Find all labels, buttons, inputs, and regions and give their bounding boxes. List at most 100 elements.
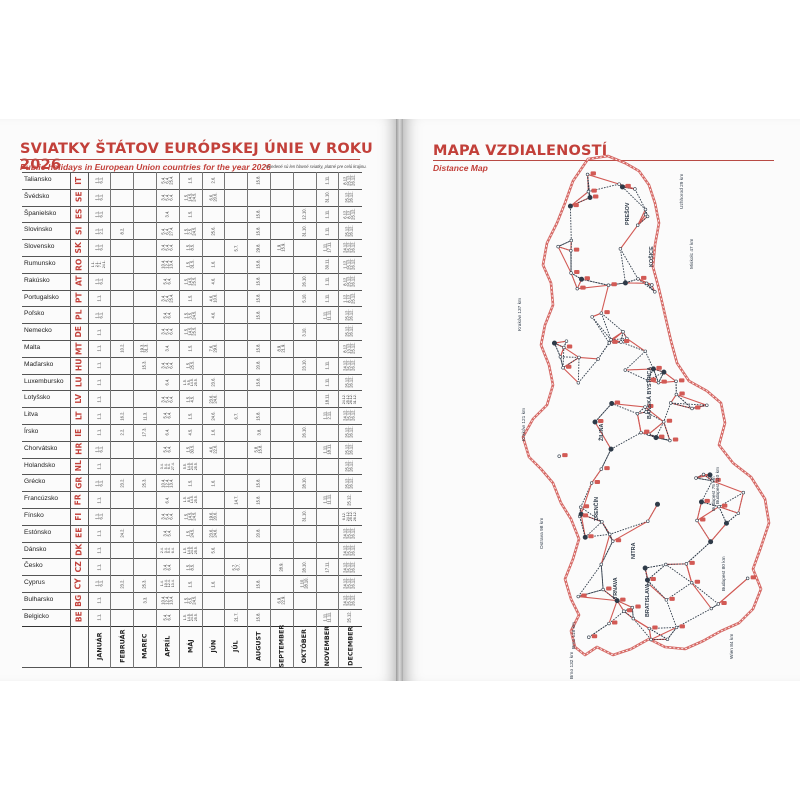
town-dot bbox=[592, 419, 598, 425]
country-code-cell: AT bbox=[70, 273, 88, 290]
holiday-dates-cell: 1.5. 14.5. 25.5. bbox=[179, 323, 202, 340]
holiday-dates: 2.2. bbox=[119, 428, 125, 436]
holiday-dates: 15.8. bbox=[255, 579, 261, 589]
road bbox=[703, 474, 713, 482]
road bbox=[667, 627, 677, 640]
town-dot bbox=[607, 341, 611, 345]
holiday-dates: 3.8. bbox=[255, 428, 261, 436]
town-dot bbox=[585, 172, 590, 177]
month-header-cell: MÁJ bbox=[179, 628, 202, 666]
road bbox=[562, 367, 579, 384]
road bbox=[581, 278, 609, 286]
country-name: Cyprus bbox=[24, 579, 45, 587]
holiday-dates-cell: 1.5. bbox=[179, 575, 202, 592]
holiday-dates-cell: 1.1. bbox=[88, 290, 111, 307]
holiday-dates-cell: 1.5. 14.5. 24.5. 25.5. bbox=[179, 609, 202, 626]
road bbox=[647, 504, 658, 522]
holiday-dates: 25.12. 26.12. bbox=[345, 477, 355, 489]
country-code: BG bbox=[74, 594, 84, 607]
holiday-dates: 1.1. 6.1. bbox=[94, 277, 104, 285]
holiday-dates: 1.11. bbox=[324, 276, 330, 286]
holiday-dates-cell: 1.5. 8.5. bbox=[179, 239, 202, 256]
title-rule bbox=[20, 159, 360, 160]
holiday-dates-cell: 6.12. 8.12. 25.12. bbox=[339, 206, 362, 223]
country-border-inner bbox=[522, 155, 770, 656]
road bbox=[597, 339, 612, 360]
holiday-dates: 1.11. 18.11. bbox=[322, 443, 332, 455]
town-dot bbox=[639, 430, 643, 435]
country-code: DE bbox=[74, 325, 84, 338]
holiday-dates-cell: 16.2. bbox=[111, 407, 134, 424]
town-dot bbox=[643, 349, 648, 353]
holiday-dates: 1.1. bbox=[96, 546, 102, 554]
country-name: Grécko bbox=[24, 478, 46, 486]
table-row-line bbox=[22, 541, 362, 543]
holiday-dates: 1.11. 17.11. bbox=[322, 242, 332, 254]
country-code-cell: FI bbox=[70, 508, 88, 525]
holiday-dates-cell: 1.1. 6.1. bbox=[88, 189, 111, 206]
town-dot bbox=[636, 277, 640, 281]
holiday-dates: 23.2. bbox=[119, 478, 125, 488]
town-dot bbox=[607, 621, 611, 626]
holiday-dates-cell: 1.5. 14.5. 24.5. bbox=[179, 508, 202, 525]
holiday-dates: 5.7. 6.7. bbox=[231, 563, 241, 571]
road bbox=[591, 468, 602, 484]
holiday-dates-cell: 1.5. bbox=[179, 474, 202, 491]
town-dot bbox=[695, 518, 699, 523]
town-dot bbox=[599, 562, 603, 567]
town-dot bbox=[576, 594, 580, 599]
holiday-dates-cell: 15.8. bbox=[248, 374, 271, 391]
country-name: Holandsko bbox=[24, 461, 56, 469]
holiday-dates: 8.12. 25.12. 26.12. bbox=[343, 275, 357, 287]
holiday-dates: 20.8. bbox=[255, 528, 261, 538]
country-code: PT bbox=[74, 292, 84, 304]
city-label-trnava: TRNAVA bbox=[613, 577, 619, 599]
distance-badge bbox=[593, 194, 599, 199]
holiday-dates: 1.1. 6.1. bbox=[94, 512, 104, 520]
country-code-cell: SK bbox=[70, 239, 88, 256]
holiday-dates: 25.3. bbox=[141, 478, 147, 488]
distance-badge bbox=[656, 365, 662, 370]
town-dot bbox=[701, 472, 706, 477]
distance-badge bbox=[672, 437, 679, 442]
holiday-dates-cell: 15.8. bbox=[248, 491, 271, 508]
holiday-dates-cell: 5.4. 6.4. bbox=[156, 441, 179, 458]
holiday-dates: 1.11. bbox=[324, 360, 330, 370]
holiday-dates-cell: 23.10. bbox=[293, 357, 316, 374]
holiday-dates-cell: 3.4. 5.4. 6.4. bbox=[156, 357, 179, 374]
road bbox=[696, 520, 712, 543]
road bbox=[581, 278, 609, 286]
table-row-line bbox=[22, 256, 362, 257]
road bbox=[670, 402, 693, 409]
holiday-dates-cell: 6.9. 22.9. bbox=[270, 592, 293, 609]
distance-badge bbox=[604, 310, 610, 315]
holiday-dates: 3.4. 5.4. 6.4. bbox=[160, 361, 174, 369]
holiday-dates: 14.7. bbox=[233, 495, 239, 505]
holiday-dates-cell: 17.3. bbox=[134, 424, 157, 441]
holiday-dates: 1.5. bbox=[187, 210, 193, 218]
distance-badge bbox=[566, 344, 573, 349]
border-distance-label: Uzhhorod 29 km bbox=[679, 174, 685, 209]
distance-badge bbox=[612, 620, 618, 625]
distance-badge bbox=[666, 418, 673, 423]
road bbox=[611, 403, 638, 415]
holiday-dates-cell: 6.4. bbox=[156, 374, 179, 391]
holiday-dates-cell: 1.11. 11.11. bbox=[316, 306, 339, 323]
holiday-dates: 8.12. 25.12. 26.12. bbox=[343, 174, 357, 187]
road bbox=[676, 394, 693, 409]
holiday-dates-cell: 1.1. bbox=[88, 340, 111, 357]
holiday-dates: 25.12. 26.12. bbox=[345, 460, 355, 472]
holiday-dates-cell: 3.4. bbox=[156, 340, 179, 357]
holiday-dates-cell: 26.10. bbox=[293, 424, 316, 441]
month-header: MAREC bbox=[140, 633, 149, 660]
town-dot bbox=[623, 368, 627, 372]
road bbox=[647, 579, 667, 601]
road bbox=[636, 413, 642, 433]
town-dot bbox=[650, 283, 654, 287]
holiday-dates: 17.11. bbox=[324, 561, 330, 573]
country-code-cell: IE bbox=[70, 424, 88, 441]
holiday-dates-cell: 5.5. 14.5. 24.5. 25.5. bbox=[179, 458, 202, 475]
holiday-dates: 15.8. bbox=[255, 377, 261, 387]
holiday-dates: 1.6. bbox=[210, 479, 216, 487]
holiday-dates-cell: 25.12. bbox=[339, 609, 362, 626]
